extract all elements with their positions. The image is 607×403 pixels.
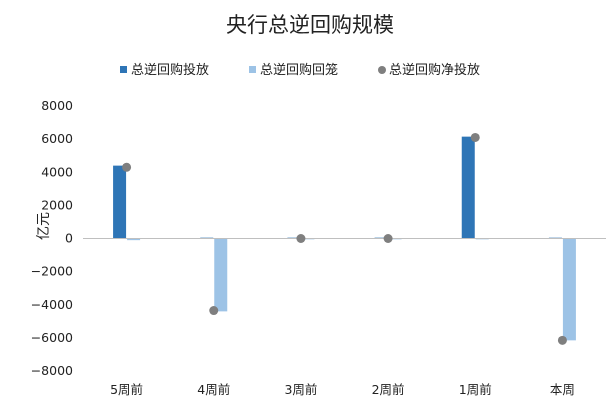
point-net [383,234,393,243]
y-tick-label: −6000 [31,330,73,345]
y-tick-label: −4000 [31,297,73,312]
y-axis-label: 亿元 [36,212,52,240]
point-net [557,335,567,345]
legend-swatch-net [378,66,386,74]
bar-invest [461,136,475,239]
x-tick-label: 5周前 [110,382,143,397]
bar-invest [113,165,127,239]
chart-title: 央行总逆回购规模 [226,13,394,37]
y-tick-label: 6000 [41,131,73,146]
y-tick-label: 2000 [41,197,73,212]
legend-label-invest: 总逆回购投放 [131,62,209,78]
x-axis-ticks: 5周前 4周前 3周前 2周前 1周前 本周 [110,382,575,397]
x-tick-label: 1周前 [459,382,492,397]
points-layer [122,132,567,345]
x-tick-label: 3周前 [284,382,317,397]
legend-label-net: 总逆回购净投放 [389,62,480,78]
y-tick-label: −2000 [31,264,73,279]
y-tick-label: −8000 [31,363,73,378]
x-tick-label: 4周前 [197,382,230,397]
legend-label-withdraw: 总逆回购回笼 [260,62,338,78]
point-net [209,306,219,316]
point-net [296,234,306,243]
bar-withdraw [127,238,141,241]
x-tick-label: 本周 [550,382,575,397]
legend: 总逆回购投放 总逆回购回笼 总逆回购净投放 [120,62,480,78]
x-tick-label: 2周前 [372,382,405,397]
point-net [470,132,480,142]
y-tick-label: 4000 [41,164,73,179]
y-axis-ticks: 8000 6000 4000 2000 0 −2000 −4000 −6000 −8000 [31,98,73,378]
y-tick-label: 8000 [41,98,73,113]
legend-swatch-withdraw [249,66,256,73]
bar-withdraw [562,238,576,341]
bar-withdraw [214,238,228,312]
legend-swatch-invest [120,66,127,73]
point-net [122,162,132,172]
bars-layer [113,136,576,341]
y-tick-label: 0 [65,231,73,246]
